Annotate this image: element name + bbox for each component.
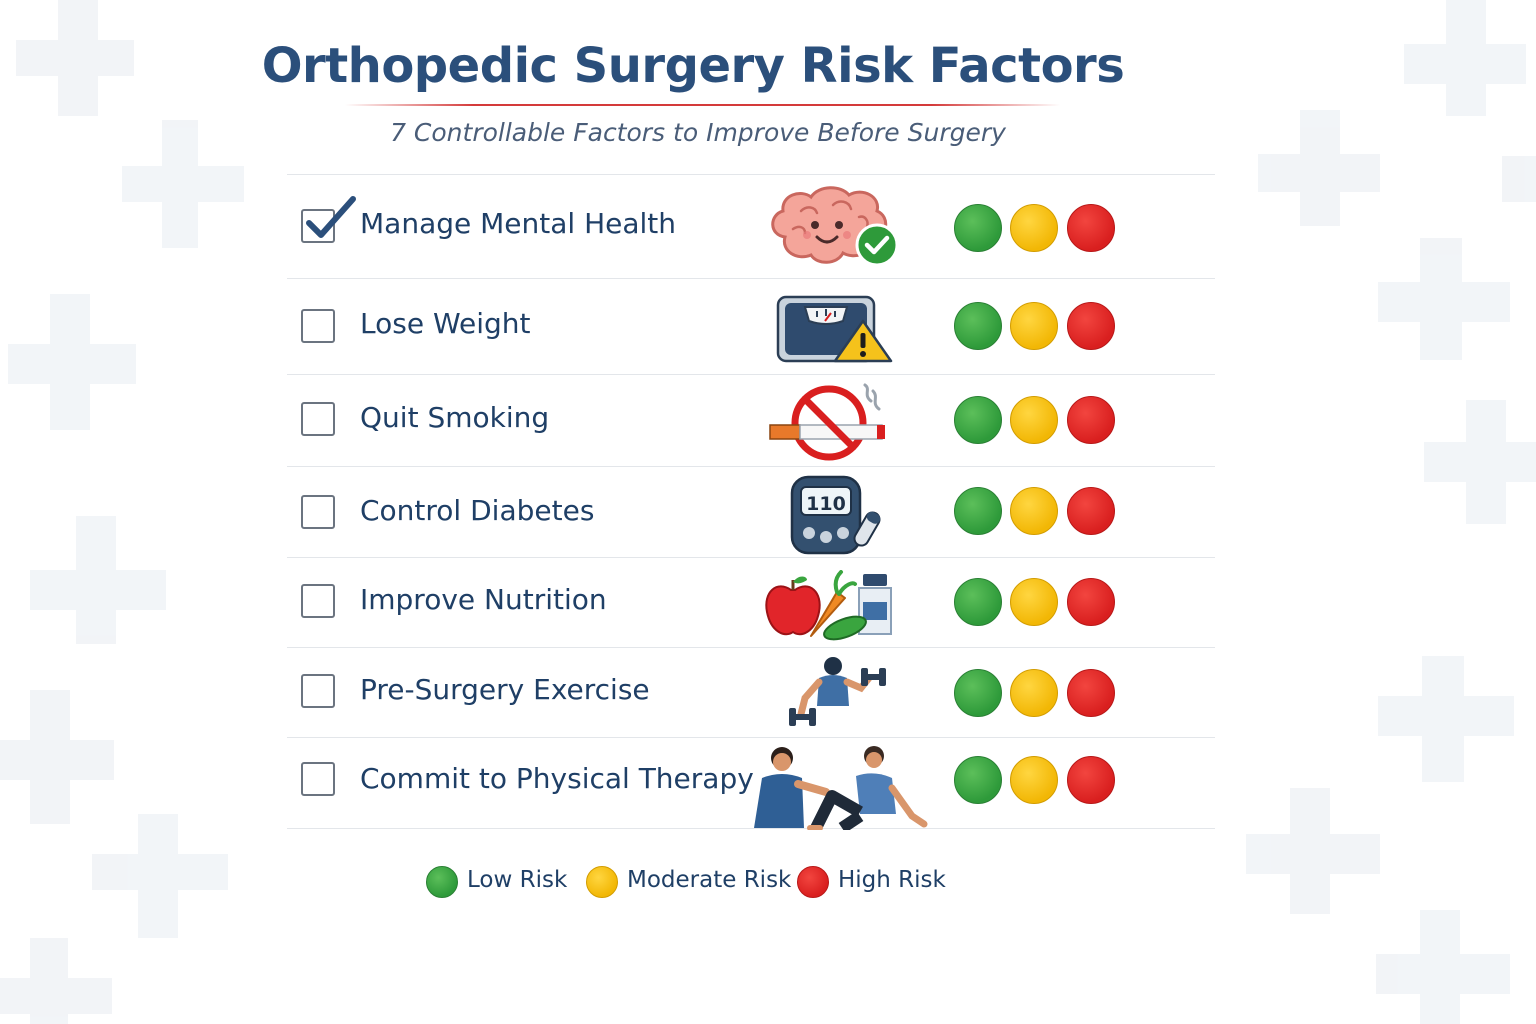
divider [287, 737, 1215, 738]
brain-icon [771, 186, 899, 267]
moderate-risk-indicator [1010, 204, 1058, 252]
factor-label: Commit to Physical Therapy [360, 762, 754, 795]
factor-label: Pre-Surgery Exercise [360, 673, 650, 706]
page-title: Orthopedic Surgery Risk Factors [261, 38, 1125, 94]
nutrition-icon [765, 570, 892, 641]
divider [287, 174, 1215, 175]
low-risk-indicator [954, 396, 1002, 444]
moderate-risk-swatch [586, 866, 618, 898]
high-risk-indicator [1067, 578, 1115, 626]
glucose-reading: 110 [806, 493, 846, 515]
high-risk-indicator [1067, 396, 1115, 444]
high-risk-indicator [1067, 669, 1115, 717]
factor-row-pre-surgery-exercise: Pre-Surgery Exercise [287, 648, 1215, 737]
title-underline [345, 104, 1060, 106]
factor-label: Lose Weight [360, 307, 531, 340]
factor-row-quit-smoking: Quit Smoking [287, 375, 1215, 466]
high-risk-swatch [797, 866, 829, 898]
high-risk-indicator [1067, 487, 1115, 535]
checkbox-physical-therapy[interactable] [301, 762, 335, 796]
factor-label: Quit Smoking [360, 401, 550, 434]
risk-legend: Low Risk Moderate Risk High Risk [0, 864, 1536, 900]
divider [287, 828, 1215, 829]
physical-therapy-icon [754, 746, 928, 830]
moderate-risk-indicator [1010, 302, 1058, 350]
glucose-meter-icon: 110 [787, 475, 883, 555]
low-risk-swatch [426, 866, 458, 898]
divider [287, 374, 1215, 375]
exercise-icon [789, 657, 886, 726]
checkbox-improve-nutrition[interactable] [301, 584, 335, 618]
factor-row-improve-nutrition: Improve Nutrition [287, 558, 1215, 647]
low-risk-indicator [954, 756, 1002, 804]
moderate-risk-indicator [1010, 578, 1058, 626]
no-smoking-icon [769, 383, 885, 461]
checkbox-lose-weight[interactable] [301, 309, 335, 343]
low-risk-indicator [954, 487, 1002, 535]
scale-warning-icon [776, 295, 893, 363]
divider [287, 647, 1215, 648]
high-risk-indicator [1067, 302, 1115, 350]
divider [287, 557, 1215, 558]
low-risk-indicator [954, 578, 1002, 626]
checkbox-pre-surgery-exercise[interactable] [301, 674, 335, 708]
page-subtitle: 7 Controllable Factors to Improve Before… [390, 118, 1006, 147]
low-risk-indicator [954, 669, 1002, 717]
legend-label: High Risk [838, 867, 946, 893]
factor-row-physical-therapy: Commit to Physical Therapy [287, 738, 1215, 830]
low-risk-indicator [954, 302, 1002, 350]
moderate-risk-indicator [1010, 396, 1058, 444]
factor-row-control-diabetes: Control Diabetes 110 [287, 467, 1215, 557]
factor-label: Manage Mental Health [360, 207, 677, 240]
high-risk-indicator [1067, 204, 1115, 252]
checkbox-quit-smoking[interactable] [301, 402, 335, 436]
moderate-risk-indicator [1010, 487, 1058, 535]
factor-label: Improve Nutrition [360, 583, 607, 616]
moderate-risk-indicator [1010, 669, 1058, 717]
legend-label: Low Risk [467, 867, 568, 893]
legend-label: Moderate Risk [627, 867, 792, 893]
checkbox-mental-health[interactable] [301, 196, 356, 243]
checkmark-icon [306, 196, 356, 238]
checkbox-control-diabetes[interactable] [301, 495, 335, 529]
divider [287, 278, 1215, 279]
factor-label: Control Diabetes [360, 494, 595, 527]
factor-row-mental-health: Manage Mental Health [287, 175, 1215, 278]
factor-row-lose-weight: Lose Weight [287, 279, 1215, 374]
low-risk-indicator [954, 204, 1002, 252]
high-risk-indicator [1067, 756, 1115, 804]
moderate-risk-indicator [1010, 756, 1058, 804]
divider [287, 466, 1215, 467]
